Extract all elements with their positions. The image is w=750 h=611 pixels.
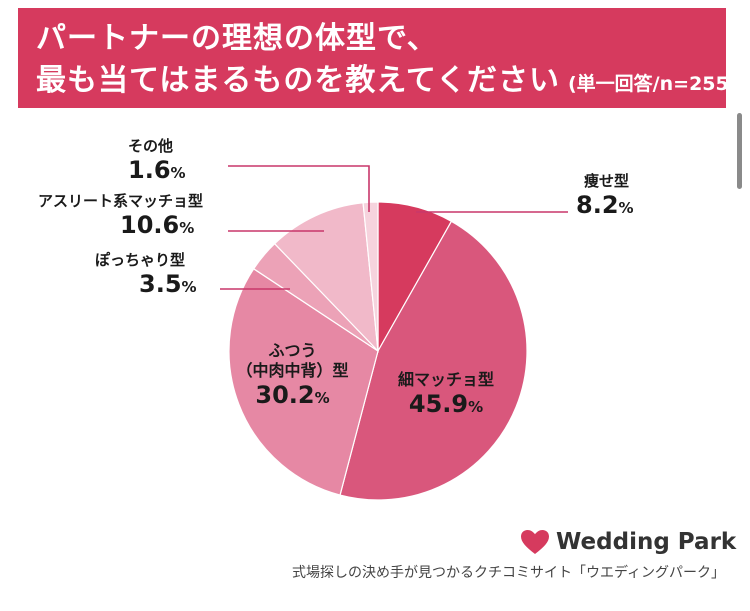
slice-name-0: 痩せ型 xyxy=(584,172,630,190)
brand-tagline: 式場探しの決め手が見つかるクチコミサイト「ウエディングパーク」 xyxy=(292,565,726,581)
chart-title-line-2-text: 最も当てはまるものを教えてください xyxy=(36,63,560,98)
leader-lines xyxy=(220,165,568,290)
pie-slice-4 xyxy=(273,202,379,353)
slice-unit-4: % xyxy=(179,219,195,237)
slice-label-0: 痩せ型 8.2% xyxy=(576,171,634,219)
chart-subtitle: (単一回答/n=255) xyxy=(568,73,738,95)
leader-line-slice-5 xyxy=(228,165,370,212)
pie-slice-5 xyxy=(362,201,379,352)
slice-name-4: アスリート系マッチョ型 xyxy=(38,192,204,210)
slice-value-1: 45.9 xyxy=(408,390,469,418)
chart-title-line-1: パートナーの理想の体型で、 xyxy=(36,21,438,56)
slice-name-5: その他 xyxy=(128,137,174,155)
slice-name-3: ぽっちゃり型 xyxy=(95,251,186,269)
slice-unit-3: % xyxy=(181,278,197,296)
slice-unit-1: % xyxy=(468,398,484,416)
brand-logo: Wedding Park xyxy=(520,527,736,557)
pie-slice-1 xyxy=(339,220,528,501)
slice-value-3: 3.5 xyxy=(139,270,182,298)
slice-label-5: その他 1.6% xyxy=(128,136,186,184)
slice-value-2: 30.2 xyxy=(255,381,315,409)
slice-unit-5: % xyxy=(170,164,186,182)
slice-value-0: 8.2 xyxy=(576,191,619,219)
slice-unit-0: % xyxy=(618,199,634,217)
slice-label-4: アスリート系マッチョ型 10.6% xyxy=(38,191,203,239)
chart-title-line-2: 最も当てはまるものを教えてください (単一回答/n=255) xyxy=(36,60,737,105)
pie-slice-2 xyxy=(228,267,379,496)
slice-unit-2: % xyxy=(314,389,330,407)
slice-label-1: 細マッチョ型 45.9% xyxy=(396,370,496,418)
title-banner: パートナーの理想の体型で、 最も当てはまるものを教えてください (単一回答/n=2… xyxy=(18,8,737,108)
slice-name-2b: （中肉中背）型 xyxy=(236,361,349,380)
slice-value-5: 1.6 xyxy=(128,156,171,184)
brand-name: Wedding Park xyxy=(556,529,737,555)
slice-name-1: 細マッチョ型 xyxy=(397,370,494,389)
scrollbar[interactable] xyxy=(737,113,742,189)
slice-label-2: ふつう （中肉中背）型 30.2% xyxy=(230,341,355,409)
pie-slices xyxy=(228,201,528,501)
heart-icon xyxy=(521,530,549,554)
slice-value-4: 10.6 xyxy=(120,211,180,239)
slice-label-3: ぽっちゃり型 3.5% xyxy=(95,250,197,298)
slice-name-2a: ふつう xyxy=(268,341,317,360)
